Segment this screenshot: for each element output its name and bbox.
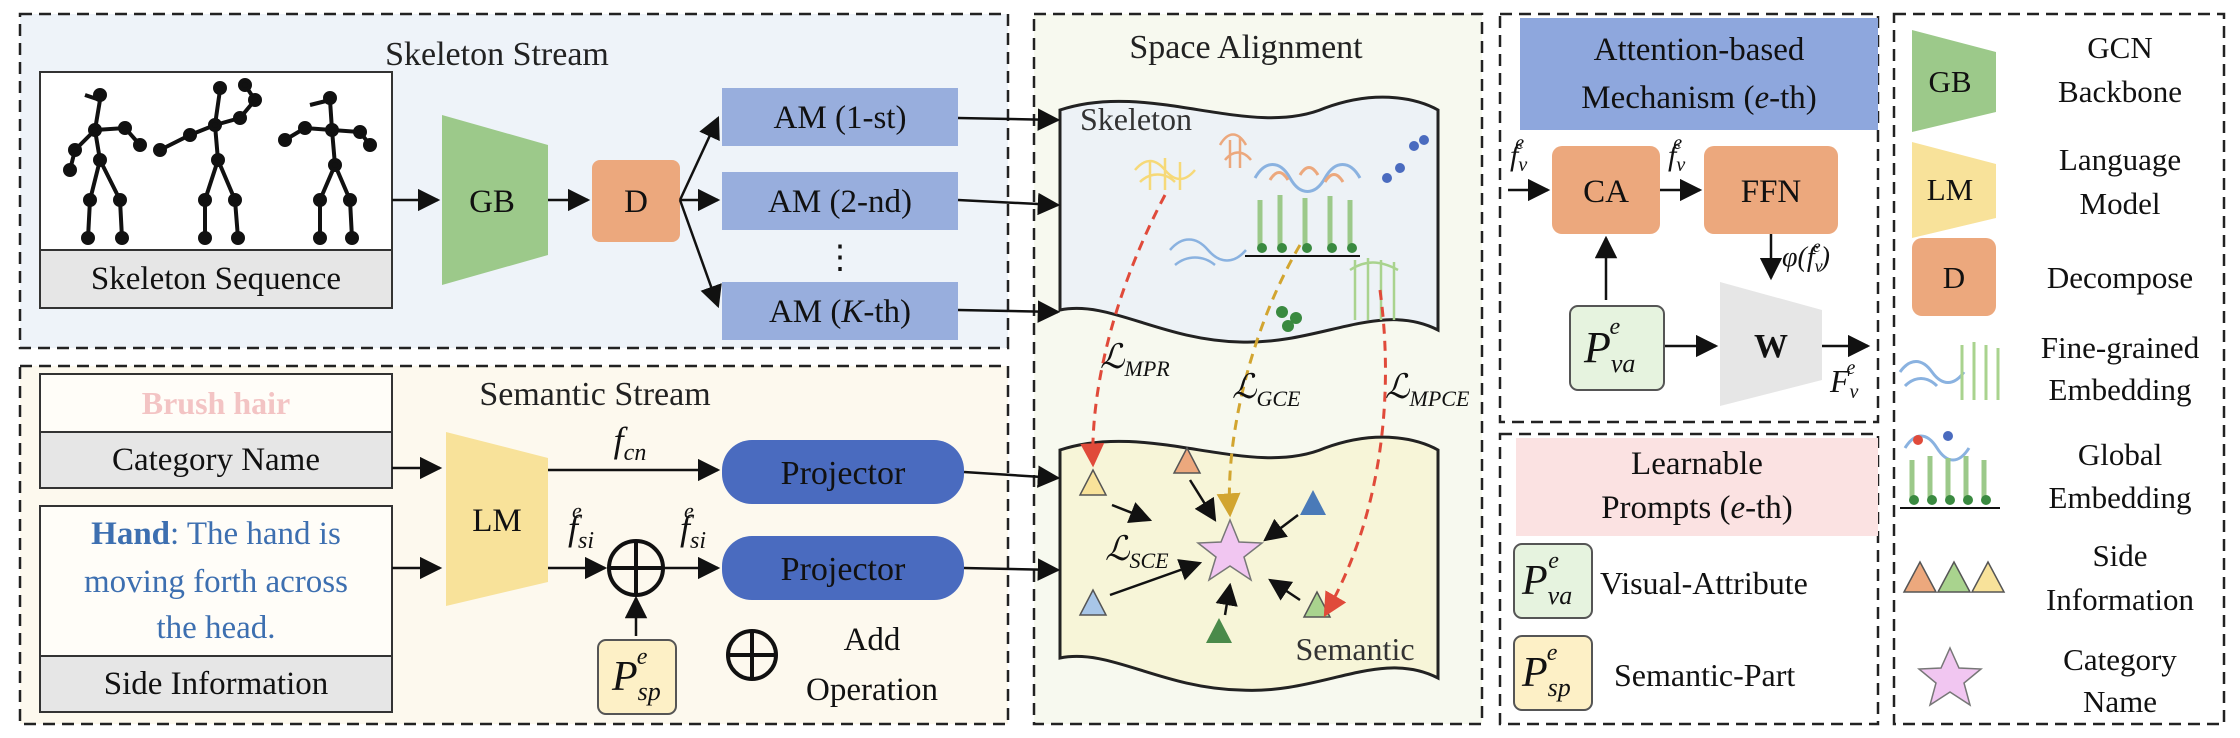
- projector-2-block: Projector: [722, 536, 964, 600]
- legend-gb-text1: GCN: [2087, 30, 2152, 65]
- add-operation-icon: [609, 541, 663, 595]
- category-name-box: Brush hair Category Name: [40, 374, 392, 488]
- attention-mechanism-panel: Attention-based Mechanism (e-th) fve CA …: [1500, 14, 1878, 422]
- legend-lm-symbol: LM: [1927, 172, 1974, 207]
- skeleton-stream-title: Skeleton Stream: [385, 36, 609, 73]
- legend-d-symbol: D: [1943, 260, 1965, 295]
- decompose-block: D: [592, 160, 680, 242]
- am-k-label: AM (K-th): [769, 294, 911, 330]
- am-k-block: AM (K-th): [722, 282, 958, 340]
- legend-gb-text2: Backbone: [2058, 74, 2182, 109]
- legend-fine-text2: Embedding: [2049, 372, 2192, 407]
- am-1-block: AM (1-st): [722, 88, 958, 146]
- learnable-prompts-panel: Learnable Prompts (e-th) Pvae Visual-Att…: [1500, 434, 1878, 724]
- semantic-space-sheet: Semantic ℒSCE: [1060, 437, 1438, 690]
- add-operation-line1: Add: [844, 622, 901, 658]
- legend-cat-text2: Name: [2083, 684, 2157, 719]
- w-label: W: [1754, 328, 1788, 365]
- attention-title-line2: Mechanism (e-th): [1581, 80, 1817, 116]
- legend-side-text2: Information: [2046, 582, 2195, 617]
- skeleton-sequence-box: Skeleton Sequence: [40, 72, 392, 308]
- lm-label: LM: [472, 503, 522, 539]
- legend-panel: GB GCN Backbone LM Language Model D Deco…: [1894, 14, 2224, 724]
- projector-2-label: Projector: [781, 551, 906, 588]
- category-example-text: Brush hair: [142, 385, 290, 421]
- skeleton-stream-panel: Skeleton Stream Skeleton Sequence: [20, 14, 1008, 348]
- add-operation-line2: Operation: [806, 672, 938, 708]
- side-line-3: the head.: [156, 610, 275, 646]
- semantic-stream-title: Semantic Stream: [479, 376, 710, 413]
- lm-block: LM: [446, 432, 548, 606]
- side-information-label: Side Information: [104, 666, 329, 702]
- skeleton-space-sheet: Skeleton: [1060, 97, 1438, 342]
- legend-gb-symbol: GB: [1928, 64, 1971, 99]
- ca-label: CA: [1583, 174, 1629, 210]
- am-ellipsis: ⋮: [824, 240, 857, 276]
- skeleton-sequence-label: Skeleton Sequence: [91, 261, 341, 297]
- ffn-block: FFN: [1704, 146, 1838, 234]
- projector-1-label: Projector: [781, 455, 906, 492]
- legend-global-text1: Global: [2078, 437, 2162, 472]
- side-line-2: moving forth across: [84, 564, 348, 600]
- side-information-box: Hand: The hand is moving forth across th…: [40, 506, 392, 712]
- visual-attribute-label: Visual-Attribute: [1600, 565, 1808, 601]
- ca-block: CA: [1552, 146, 1660, 234]
- phi-label: φ(fve): [1782, 236, 1830, 276]
- p-sp-block: Pspe: [598, 640, 676, 714]
- legend-fine-text1: Fine-grained: [2041, 330, 2200, 365]
- am-1-label: AM (1-st): [774, 100, 907, 136]
- am-2-label: AM (2-nd): [768, 184, 912, 220]
- prompts-title-line1: Learnable: [1631, 446, 1763, 482]
- space-alignment-title: Space Alignment: [1129, 29, 1363, 66]
- am-2-block: AM (2-nd): [722, 172, 958, 230]
- legend-d-text: Decompose: [2047, 260, 2193, 295]
- ffn-label: FFN: [1741, 174, 1802, 210]
- gb-label: GB: [469, 184, 515, 220]
- space-alignment-panel: Space Alignment Skeleton: [958, 14, 1482, 724]
- legend-cat-text1: Category: [2063, 642, 2177, 677]
- gb-block: GB: [442, 115, 548, 285]
- skeleton-space-label: Skeleton: [1080, 101, 1192, 137]
- prompts-title-line2: Prompts (e-th): [1601, 490, 1793, 526]
- legend-lm-text1: Language: [2059, 142, 2181, 177]
- legend-side-text1: Side: [2092, 538, 2147, 573]
- semantic-stream-panel: Semantic Stream Brush hair Category Name…: [20, 366, 1008, 724]
- p-va-block: Pvae: [1570, 306, 1664, 390]
- semantic-space-label: Semantic: [1295, 631, 1414, 667]
- d-label: D: [624, 184, 648, 220]
- projector-1-block: Projector: [722, 440, 964, 504]
- legend-global-text2: Embedding: [2049, 480, 2192, 515]
- semantic-part-label: Semantic-Part: [1614, 657, 1795, 693]
- side-line-1: Hand: The hand is: [91, 516, 341, 552]
- legend-lm-text2: Model: [2080, 186, 2161, 221]
- attention-title-line1: Attention-based: [1594, 32, 1805, 68]
- category-name-label: Category Name: [112, 442, 320, 478]
